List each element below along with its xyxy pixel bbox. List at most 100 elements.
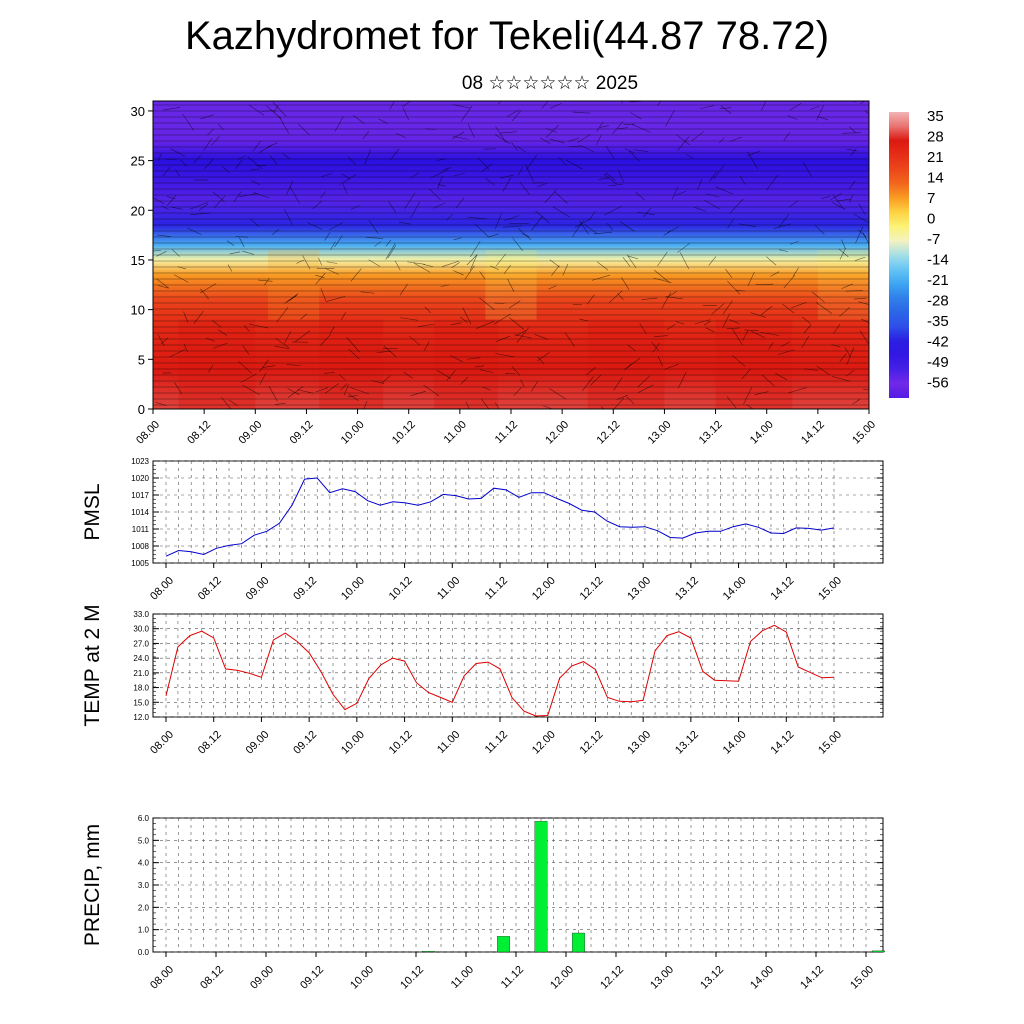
wind-vector bbox=[462, 307, 472, 325]
x-tick-label: 08.12 bbox=[196, 729, 224, 757]
wind-vector bbox=[251, 180, 261, 185]
heatmap-x-tick-label: 13.00 bbox=[646, 419, 674, 447]
wind-vector bbox=[437, 175, 443, 189]
x-tick-label: 08.12 bbox=[198, 964, 226, 992]
wind-vector bbox=[679, 252, 690, 270]
wind-vector bbox=[498, 101, 502, 105]
wind-vector bbox=[200, 288, 209, 300]
wind-vector bbox=[831, 376, 851, 382]
wind-vector bbox=[675, 190, 687, 196]
wind-vector bbox=[166, 194, 177, 206]
wind-vector bbox=[455, 197, 465, 209]
wind-vector bbox=[790, 302, 807, 309]
x-tick-label: 13.00 bbox=[625, 729, 653, 757]
wind-vector bbox=[266, 105, 282, 120]
y-tick-label: 21.0 bbox=[133, 669, 149, 678]
wind-vector bbox=[499, 131, 518, 134]
wind-vector bbox=[267, 142, 278, 148]
wind-vector bbox=[816, 105, 824, 121]
wind-vector bbox=[704, 200, 721, 210]
wind-vector bbox=[186, 227, 202, 235]
y-tick-label: 0.0 bbox=[138, 948, 150, 957]
wind-vector bbox=[816, 116, 828, 120]
wind-vector bbox=[604, 205, 622, 216]
wind-vector bbox=[685, 153, 694, 159]
wind-vector bbox=[347, 156, 357, 166]
wind-vector bbox=[838, 248, 849, 258]
wind-vector bbox=[766, 256, 777, 266]
x-tick-label: 09.00 bbox=[244, 575, 272, 603]
wind-vector bbox=[739, 175, 746, 185]
wind-vector bbox=[846, 347, 854, 365]
wind-vector bbox=[830, 192, 842, 201]
heatmap-x-tick-label: 12.12 bbox=[594, 419, 622, 447]
wind-vector bbox=[272, 101, 287, 117]
wind-vector bbox=[396, 132, 406, 138]
wind-vector bbox=[783, 132, 791, 141]
wind-vector bbox=[691, 131, 705, 142]
wind-vector bbox=[631, 101, 634, 103]
wind-vector bbox=[582, 376, 595, 391]
wind-vector bbox=[858, 203, 866, 215]
wind-vector bbox=[423, 341, 430, 351]
wind-vector bbox=[516, 145, 526, 153]
wind-vector bbox=[593, 231, 612, 235]
wind-vector bbox=[788, 200, 799, 208]
wind-vector bbox=[229, 251, 241, 255]
wind-vector bbox=[269, 154, 278, 165]
wind-vector bbox=[253, 192, 270, 199]
x-tick-label: 13.12 bbox=[698, 964, 726, 992]
wind-vector bbox=[554, 191, 568, 204]
colorbar-label: -42 bbox=[927, 334, 949, 351]
x-tick-label: 09.12 bbox=[298, 964, 326, 992]
y-tick-label: 18.0 bbox=[133, 684, 149, 693]
wind-vector bbox=[590, 374, 602, 386]
wind-vector bbox=[410, 390, 427, 397]
wind-vector bbox=[212, 342, 228, 349]
wind-vector bbox=[665, 110, 675, 127]
wind-vector bbox=[287, 386, 304, 398]
wind-vector bbox=[479, 271, 486, 280]
wind-vector bbox=[842, 132, 861, 134]
wind-vector bbox=[248, 323, 269, 329]
wind-vector bbox=[410, 172, 420, 179]
wind-vector bbox=[347, 395, 358, 398]
wind-vector bbox=[854, 297, 867, 300]
wind-vector bbox=[699, 105, 714, 110]
wind-vector bbox=[385, 242, 396, 260]
x-tick-label: 14.12 bbox=[768, 729, 796, 757]
wind-vector bbox=[329, 222, 344, 231]
y-tick-label: 1017 bbox=[131, 491, 149, 500]
wind-vector bbox=[844, 346, 851, 357]
wind-vector bbox=[193, 310, 204, 324]
wind-vector bbox=[217, 123, 224, 131]
x-tick-label: 13.00 bbox=[625, 575, 653, 603]
wind-vector bbox=[485, 178, 495, 186]
wind-vector bbox=[864, 110, 869, 115]
wind-vector bbox=[250, 168, 260, 171]
colorbar-label: 21 bbox=[927, 149, 944, 166]
wind-vector bbox=[183, 343, 188, 353]
wind-vector bbox=[709, 170, 717, 182]
wind-vector bbox=[671, 186, 679, 200]
wind-vector bbox=[815, 302, 833, 314]
wind-vector bbox=[630, 112, 642, 120]
wind-vector bbox=[841, 283, 853, 289]
wind-vector bbox=[541, 101, 549, 109]
wind-vector bbox=[744, 329, 759, 332]
wind-vector bbox=[657, 251, 668, 267]
x-tick-label: 10.00 bbox=[348, 964, 376, 992]
colorbar-label: -28 bbox=[927, 293, 949, 310]
wind-vector bbox=[651, 341, 659, 351]
wind-vector bbox=[814, 225, 825, 235]
wind-vector bbox=[565, 159, 583, 170]
wind-vector bbox=[477, 157, 490, 170]
wind-vector bbox=[320, 288, 327, 302]
wind-vector bbox=[736, 289, 745, 292]
wind-vector bbox=[665, 296, 683, 300]
wind-vector bbox=[381, 375, 391, 384]
wind-vector bbox=[675, 134, 690, 146]
wind-vector bbox=[727, 218, 734, 229]
wind-vector bbox=[480, 398, 490, 409]
colorbar-label: 28 bbox=[927, 129, 944, 146]
